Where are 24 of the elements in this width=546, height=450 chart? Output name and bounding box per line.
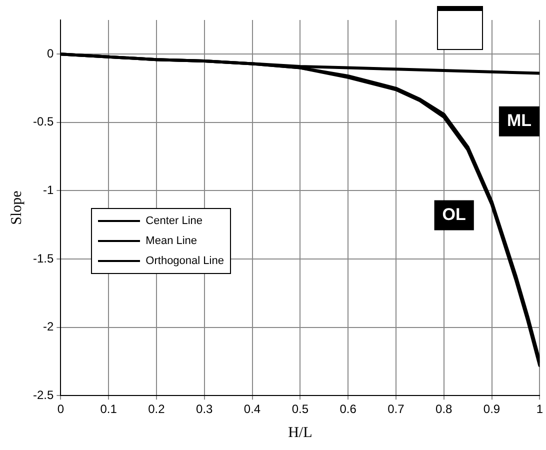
annotation: ML [506,111,532,130]
x-tick-label: 1 [536,402,544,416]
x-tick-label: 0.3 [196,402,214,416]
legend-label: Center Line [146,214,203,227]
y-tick-label: -1 [43,183,54,198]
y-tick-label: -0.5 [32,114,54,129]
x-tick-label: 0.9 [483,402,500,416]
y-axis-title: Slope [8,190,25,225]
legend-label: Orthogonal Line [146,254,224,267]
y-tick-label: 0 [46,46,54,60]
x-tick-label: 0.8 [436,402,453,416]
y-tick-label: -2 [43,320,54,334]
x-tick-label: 0.2 [148,402,166,416]
x-tick-label: 0.7 [388,402,405,416]
x-tick-label: 0.6 [340,402,357,416]
x-tick-label: 0.5 [292,402,309,416]
x-axis-title: H/L [288,424,312,441]
annotation: OL [442,205,466,224]
legend-label: Mean Line [146,234,198,247]
x-tick-label: 0.1 [100,402,118,416]
x-tick-label: 0.4 [244,402,261,416]
x-tick-label: 0 [57,402,64,416]
y-tick-label: -1.5 [32,251,54,266]
y-tick-label: -2.5 [32,388,54,402]
